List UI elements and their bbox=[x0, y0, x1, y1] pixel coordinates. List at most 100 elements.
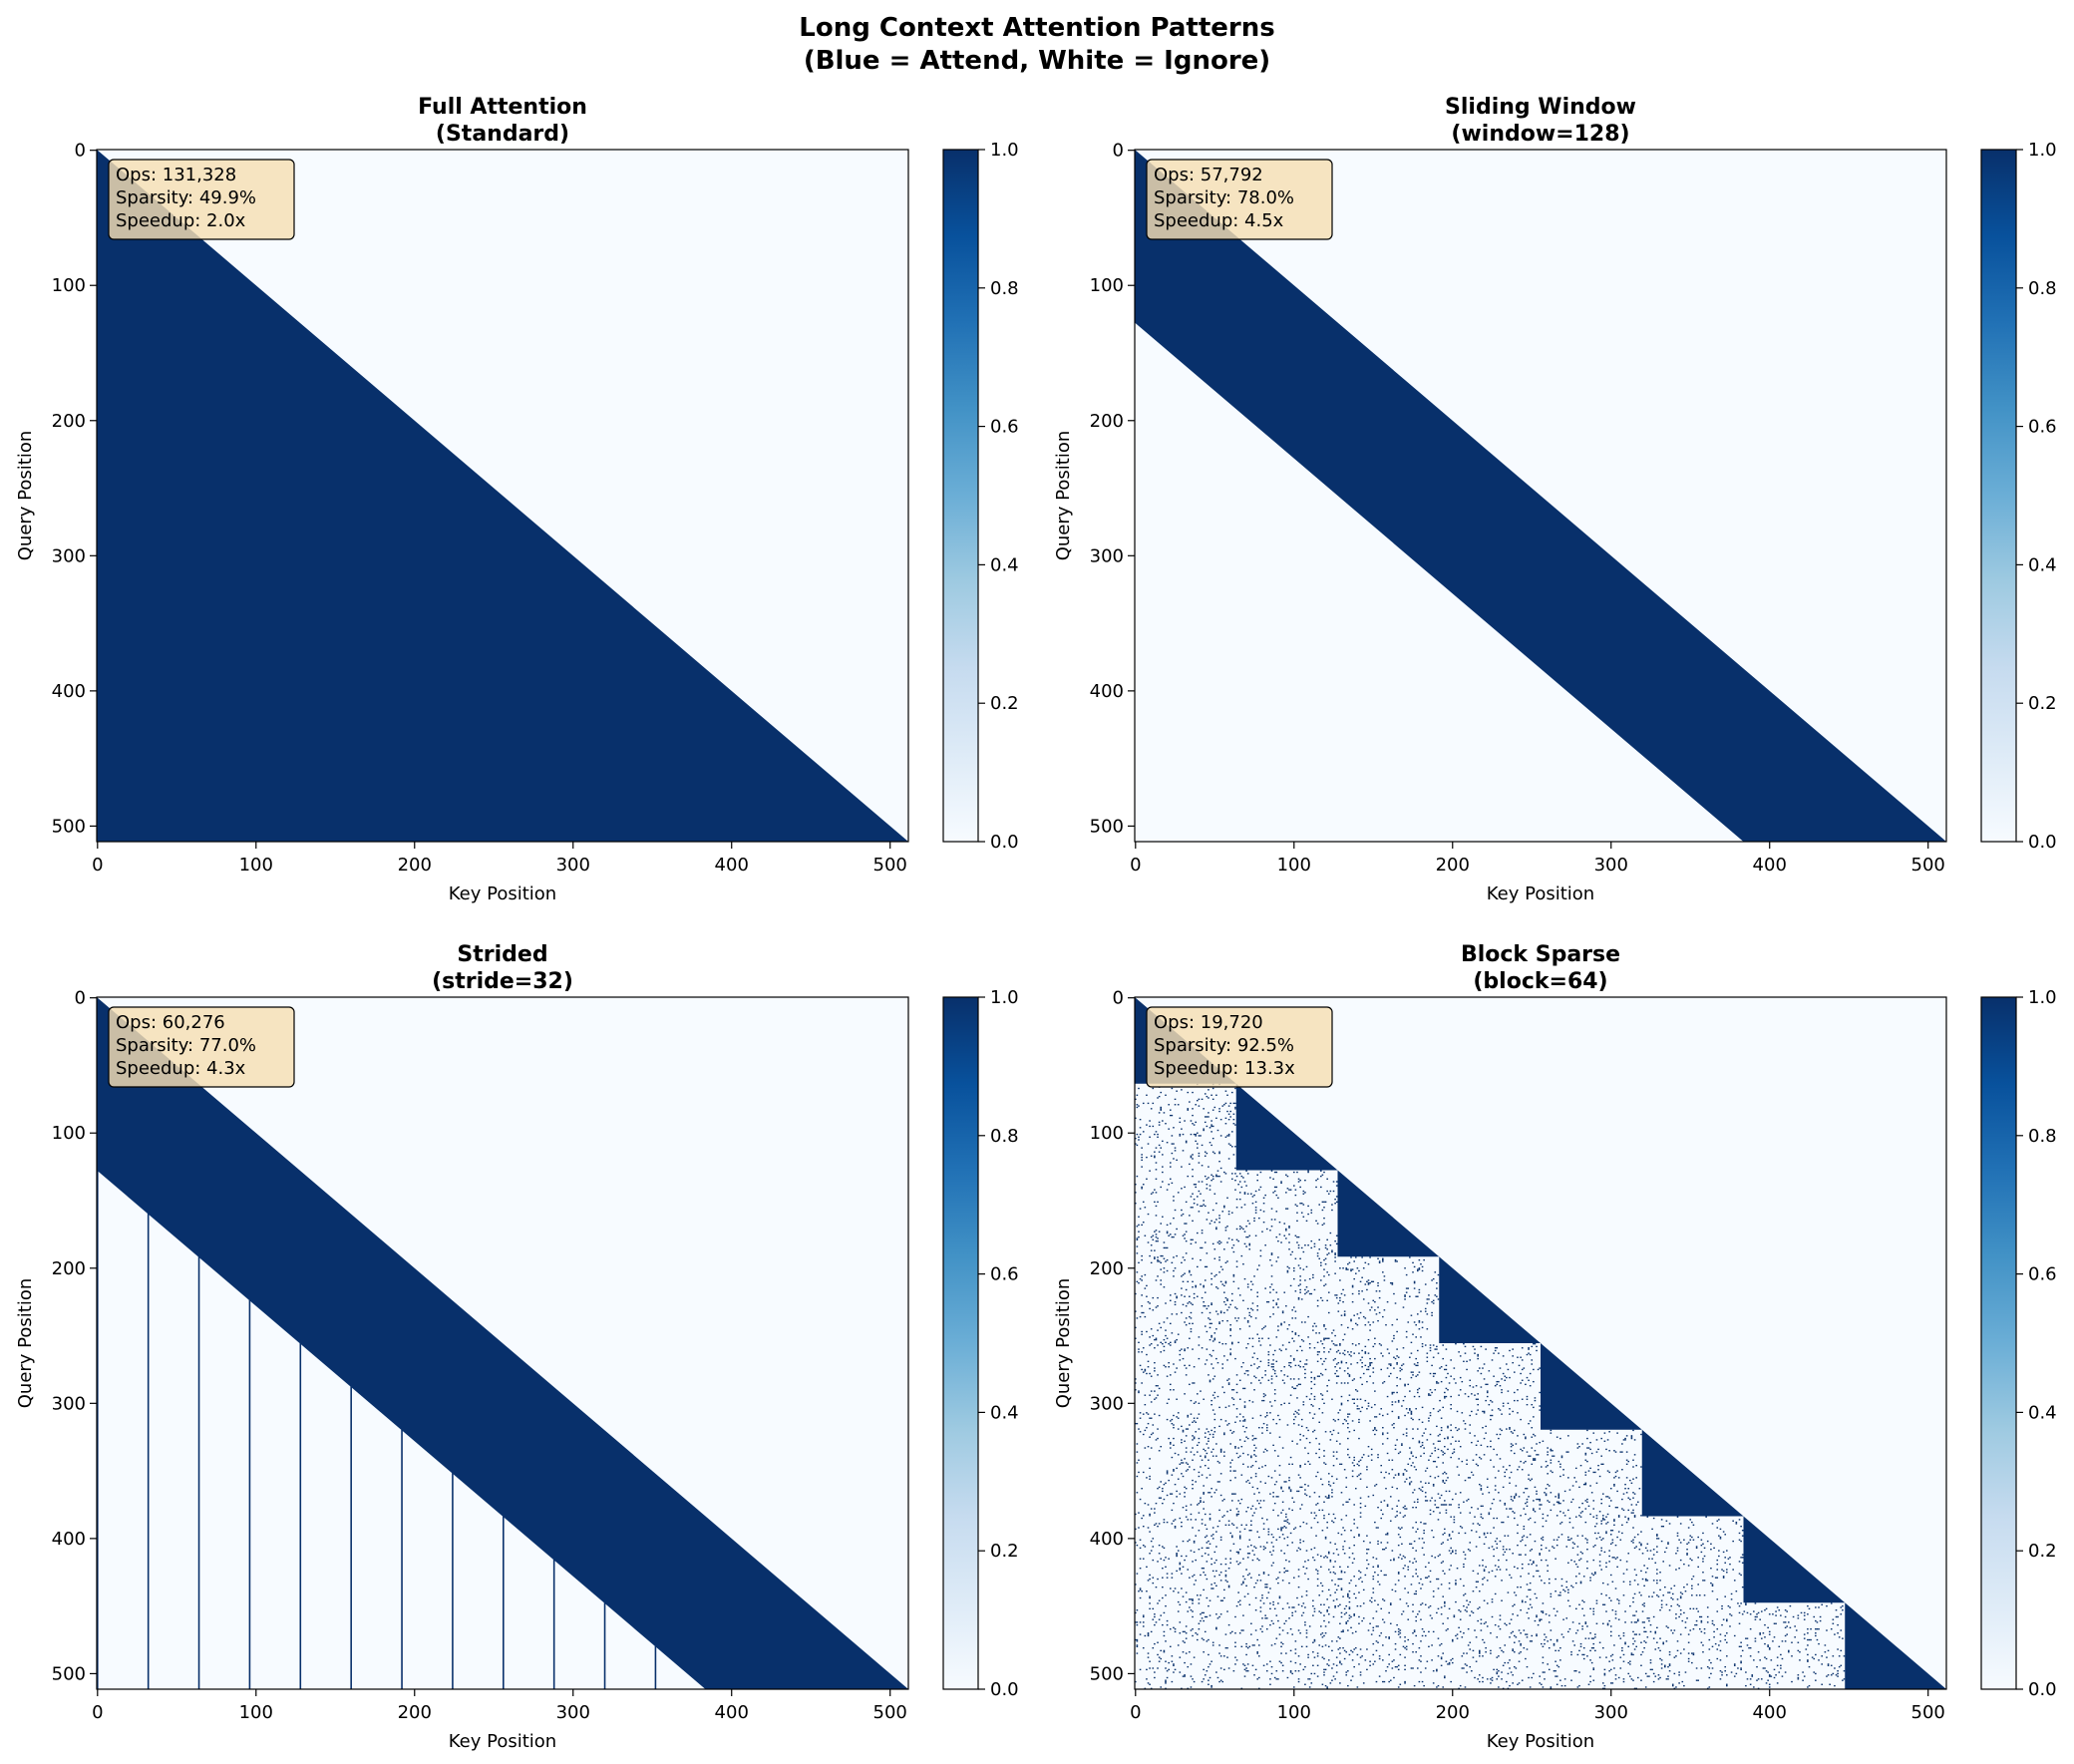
panel-block-random-cell bbox=[1467, 1395, 1470, 1398]
panel-block-random-cell bbox=[1632, 1466, 1634, 1468]
panel-block-random-cell bbox=[1635, 1633, 1637, 1635]
panel-block-random-cell bbox=[1608, 1619, 1610, 1622]
panel-block-random-cell bbox=[1581, 1625, 1583, 1627]
panel-block-random-cell bbox=[1264, 1464, 1266, 1467]
panel-block-random-cell bbox=[1491, 1414, 1494, 1417]
panel-block-random-cell bbox=[1157, 1239, 1159, 1242]
panel-block-random-cell bbox=[1702, 1558, 1704, 1560]
panel-block-random-cell bbox=[1477, 1398, 1479, 1400]
panel-block-random-cell bbox=[1190, 1629, 1193, 1631]
panel-block-random-cell bbox=[1350, 1615, 1352, 1618]
panel-block-random-cell bbox=[1195, 1580, 1198, 1582]
panel-block-random-cell bbox=[1331, 1398, 1333, 1400]
panel-block-random-cell bbox=[1369, 1622, 1371, 1624]
panel-block-random-cell bbox=[1324, 1257, 1327, 1259]
panel-block-random-cell bbox=[1671, 1598, 1674, 1600]
panel-block-random-cell bbox=[1343, 1613, 1346, 1615]
panel-block-random-cell bbox=[1240, 1446, 1243, 1448]
panel-block-random-cell bbox=[1445, 1504, 1448, 1506]
panel-block-random-cell bbox=[1166, 1494, 1169, 1497]
panel-block-random-cell bbox=[1488, 1370, 1491, 1372]
panel-block-random-cell bbox=[1291, 1606, 1293, 1608]
panel-block-random-cell bbox=[1410, 1417, 1413, 1419]
panel-block-random-cell bbox=[1499, 1500, 1502, 1502]
panel-block-random-cell bbox=[1421, 1435, 1424, 1437]
panel-block-random-cell bbox=[1185, 1142, 1188, 1144]
panel-block-random-cell bbox=[1292, 1606, 1295, 1608]
panel-block-random-cell bbox=[1198, 1162, 1201, 1164]
panel-block-random-cell bbox=[1269, 1177, 1271, 1179]
panel-block-random-cell bbox=[1459, 1512, 1462, 1514]
panel-block-random-cell bbox=[1447, 1427, 1449, 1429]
panel-block-random-cell bbox=[1258, 1502, 1260, 1505]
panel-block-random-cell bbox=[1251, 1550, 1254, 1552]
panel-block-random-cell bbox=[1173, 1427, 1175, 1429]
panel-block-random-cell bbox=[1494, 1349, 1497, 1352]
panel-block-random-cell bbox=[1606, 1623, 1609, 1626]
panel-block-random-cell bbox=[1571, 1586, 1574, 1588]
panel-block-random-cell bbox=[1181, 1275, 1183, 1277]
panel-block-random-cell bbox=[1797, 1614, 1800, 1616]
panel-block-random-cell bbox=[1187, 1428, 1190, 1430]
panel-block-random-cell bbox=[1374, 1403, 1376, 1406]
panel-block-random-cell bbox=[1179, 1569, 1182, 1571]
panel-block-random-cell bbox=[1332, 1329, 1335, 1331]
panel-block-random-cell bbox=[1609, 1488, 1612, 1490]
panel-block-random-cell bbox=[1345, 1515, 1348, 1517]
panel-block-random-cell bbox=[1335, 1344, 1338, 1346]
panel-block-random-cell bbox=[1232, 1123, 1235, 1125]
panel-block-random-cell bbox=[1296, 1385, 1298, 1387]
panel-block-random-cell bbox=[1262, 1395, 1265, 1398]
panel-block-random-cell bbox=[1703, 1594, 1706, 1596]
panel-full-ytick-label: 500 bbox=[52, 816, 86, 837]
panel-block-random-cell bbox=[1567, 1536, 1569, 1539]
panel-block-random-cell bbox=[1302, 1602, 1305, 1604]
panel-block-random-cell bbox=[1616, 1490, 1618, 1493]
panel-block-random-cell bbox=[1337, 1349, 1340, 1352]
panel-block-random-cell bbox=[1533, 1459, 1535, 1461]
panel-block-random-cell bbox=[1327, 1483, 1330, 1486]
panel-block-random-cell bbox=[1326, 1390, 1328, 1392]
panel-block-random-cell bbox=[1201, 1347, 1204, 1349]
panel-block-random-cell bbox=[1404, 1267, 1406, 1269]
panel-block-random-cell bbox=[1185, 1600, 1188, 1603]
panel-block-random-cell bbox=[1525, 1488, 1527, 1490]
panel-block-random-cell bbox=[1501, 1378, 1503, 1380]
panel-block-random-cell bbox=[1251, 1464, 1254, 1467]
panel-block-random-cell bbox=[1320, 1175, 1322, 1178]
panel-block-random-cell bbox=[1686, 1617, 1688, 1619]
panel-block-random-cell bbox=[1560, 1456, 1563, 1459]
panel-block-random-cell bbox=[1269, 1291, 1271, 1293]
panel-block-random-cell bbox=[1324, 1625, 1327, 1627]
panel-block-random-cell bbox=[1316, 1254, 1319, 1257]
panel-block-random-cell bbox=[1706, 1606, 1709, 1608]
panel-block-random-cell bbox=[1272, 1178, 1274, 1180]
panel-block-random-cell bbox=[1230, 1299, 1233, 1301]
panel-block-random-cell bbox=[1230, 1523, 1233, 1525]
panel-block-random-cell bbox=[1203, 1508, 1205, 1510]
panel-block-random-cell bbox=[1256, 1305, 1259, 1307]
panel-block-random-cell bbox=[1213, 1576, 1216, 1578]
panel-block-random-cell bbox=[1246, 1437, 1249, 1440]
panel-block-random-cell bbox=[1539, 1508, 1541, 1510]
panel-block-random-cell bbox=[1181, 1555, 1183, 1558]
panel-block-random-cell bbox=[1608, 1505, 1610, 1508]
panel-block-random-cell bbox=[1382, 1260, 1384, 1262]
panel-block-random-cell bbox=[1135, 1143, 1137, 1145]
panel-block-random-cell bbox=[1660, 1606, 1663, 1608]
panel-block-random-cell bbox=[1541, 1549, 1543, 1551]
panel-block-random-cell bbox=[1203, 1501, 1205, 1503]
panel-block-random-cell bbox=[1467, 1477, 1470, 1479]
panel-block-random-cell bbox=[1209, 1474, 1211, 1476]
panel-block-random-cell bbox=[1472, 1459, 1475, 1461]
panel-block-random-cell bbox=[1347, 1592, 1349, 1595]
panel-block-random-cell bbox=[1342, 1546, 1344, 1548]
panel-block-random-cell bbox=[1402, 1507, 1405, 1509]
panel-block-random-cell bbox=[1374, 1343, 1376, 1345]
panel-strided-stride-column bbox=[452, 1473, 454, 1689]
panel-block-random-cell bbox=[1589, 1607, 1591, 1610]
panel-block-random-cell bbox=[1584, 1471, 1587, 1474]
panel-block-random-cell bbox=[1204, 1456, 1207, 1459]
panel-block-random-cell bbox=[1480, 1372, 1483, 1375]
panel-block-random-cell bbox=[1192, 1108, 1194, 1110]
